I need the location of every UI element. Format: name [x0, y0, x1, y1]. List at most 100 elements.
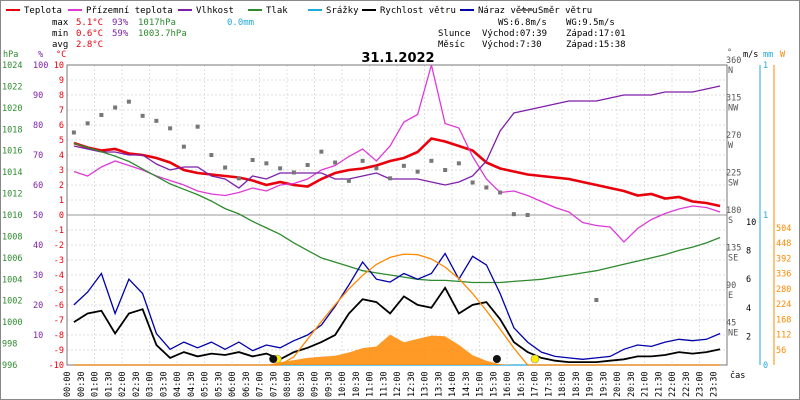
stat-moonrise: Východ:7:30 — [482, 40, 542, 50]
series-solar-area — [67, 334, 727, 365]
tick-label-temperature: 0 — [59, 211, 64, 221]
series-wind-direction-point — [498, 190, 503, 195]
series-teplota — [73, 137, 721, 208]
series-wind-direction-point — [360, 158, 365, 163]
tick-label-solar: 168 — [776, 315, 791, 325]
tick-label-temperature: 5 — [59, 136, 64, 146]
series-solar-theoretical — [73, 253, 721, 366]
tick-label-time: 04:30 — [187, 371, 197, 397]
tick-label-temperature: 3 — [59, 166, 64, 176]
series-wind-direction-point — [319, 149, 324, 154]
stat-max-hum: 93% — [112, 18, 129, 28]
tick-label-time: 10:30 — [352, 371, 362, 397]
tick-label-pressure: 998 — [2, 340, 17, 350]
tick-label-temperature: 7 — [59, 106, 64, 116]
unit-hpa: hPa — [3, 50, 18, 60]
tick-label-direction-compass: W — [728, 141, 734, 151]
tick-label-time: 19:00 — [586, 371, 596, 397]
tick-label-direction: 225 — [726, 169, 741, 179]
tick-label-direction-compass: SE — [728, 254, 738, 264]
tick-label-time: 12:00 — [393, 371, 403, 397]
tick-label-temperature: 9 — [59, 76, 64, 86]
tick-label-time: 18:30 — [572, 371, 582, 397]
tick-label-direction-compass: SW — [728, 179, 739, 189]
tick-label-time: 15:30 — [489, 371, 499, 397]
tick-label-pressure: 1010 — [2, 211, 22, 221]
series-wind-direction-point — [154, 118, 159, 123]
tick-label-temperature: 8 — [59, 91, 64, 101]
tick-label-temperature: 1 — [59, 196, 64, 206]
tick-label-time: 11:30 — [379, 371, 389, 397]
tick-label-time: 02:00 — [118, 371, 128, 397]
series-wind-direction-point — [209, 153, 214, 157]
tick-label-time: 03:00 — [146, 371, 156, 397]
tick-label-humidity: 60 — [33, 181, 43, 191]
series-wind-direction-point — [264, 161, 269, 166]
legend-label-0: Teplota — [24, 6, 62, 16]
tick-label-pressure: 1022 — [2, 82, 22, 92]
tick-label-time: 17:00 — [531, 371, 541, 397]
tick-label-temperature: -9 — [54, 346, 64, 356]
series-p-zemn-teplota — [73, 64, 721, 243]
tick-label-time: 03:30 — [159, 371, 169, 397]
tick-label-pressure: 1024 — [2, 61, 22, 71]
tick-label-humidity: 30 — [33, 271, 43, 281]
tick-label-time: 14:00 — [448, 371, 458, 397]
legend-label-2: Vlhkost — [196, 6, 234, 16]
tick-label-direction: 45 — [726, 319, 736, 329]
tick-label-temperature: 10 — [54, 61, 64, 71]
series-wind-direction-point — [168, 126, 173, 131]
tick-label-pressure: 1006 — [2, 254, 22, 264]
series-wind-direction-point — [401, 163, 406, 168]
tick-label-solar: 448 — [776, 239, 791, 249]
series-wind-direction-point — [511, 212, 516, 217]
tick-label-time: 11:00 — [366, 371, 376, 397]
tick-label-temperature: -5 — [54, 286, 64, 296]
tick-label-humidity: 50 — [33, 211, 43, 221]
series-wind-direction-point — [181, 144, 186, 149]
tick-label-humidity: 10 — [33, 331, 43, 341]
unit-celsius: °C — [56, 50, 66, 60]
plot-area — [66, 64, 728, 366]
tick-label-humidity: 40 — [33, 241, 43, 251]
tick-label-temperature: -4 — [54, 271, 64, 281]
tick-label-humidity: 20 — [33, 301, 43, 311]
stat-min-label: min — [52, 29, 68, 39]
tick-label-temperature: -1 — [54, 226, 64, 236]
tick-label-temperature: 4 — [59, 151, 64, 161]
tick-label-direction-compass: NW — [728, 104, 739, 114]
series-wind-direction-point — [99, 113, 104, 117]
stat-wind-gust: WG:9.5m/s — [566, 18, 615, 28]
tick-label-time: 00:00 — [63, 371, 73, 397]
series-wind-direction-point — [291, 170, 296, 175]
tick-label-time: 21:30 — [654, 371, 664, 397]
tick-label-time: 16:30 — [517, 371, 527, 397]
tick-label-time: 20:30 — [627, 371, 637, 397]
series-wind-direction-point — [429, 158, 434, 163]
series-rychlost-v-tru — [73, 286, 721, 363]
axes: 9969981000100210041006100810101012101410… — [2, 56, 791, 397]
tick-label-temperature: 2 — [59, 181, 64, 191]
tick-label-rain: 1 — [763, 211, 768, 221]
tick-label-temperature: -3 — [54, 256, 64, 266]
series-wind-direction-point — [443, 168, 448, 172]
tick-label-rain: 0 — [763, 361, 768, 371]
tick-label-time: 06:00 — [228, 371, 238, 397]
tick-label-time: 23:30 — [709, 371, 719, 397]
stat-moon-label: Měsíc — [438, 40, 465, 50]
tick-label-direction-compass: E — [728, 291, 733, 301]
tick-label-wind: 10 — [746, 218, 756, 228]
tick-label-temperature: -7 — [54, 316, 64, 326]
tick-label-direction: 180 — [726, 206, 741, 216]
chart-title: 31.1.2022 — [361, 51, 434, 66]
tick-label-direction: 135 — [726, 244, 741, 254]
tick-label-humidity: 100 — [33, 61, 48, 71]
tick-label-rain-top: 1 — [763, 61, 768, 71]
series-wind-direction-point — [305, 163, 310, 167]
tick-label-time: 16:00 — [503, 371, 513, 397]
series-wind-direction-point — [85, 121, 90, 126]
stat-sunrise: Východ:07:39 — [482, 29, 547, 39]
moon-event-marker — [492, 355, 501, 363]
tick-label-time: 07:00 — [256, 371, 266, 397]
